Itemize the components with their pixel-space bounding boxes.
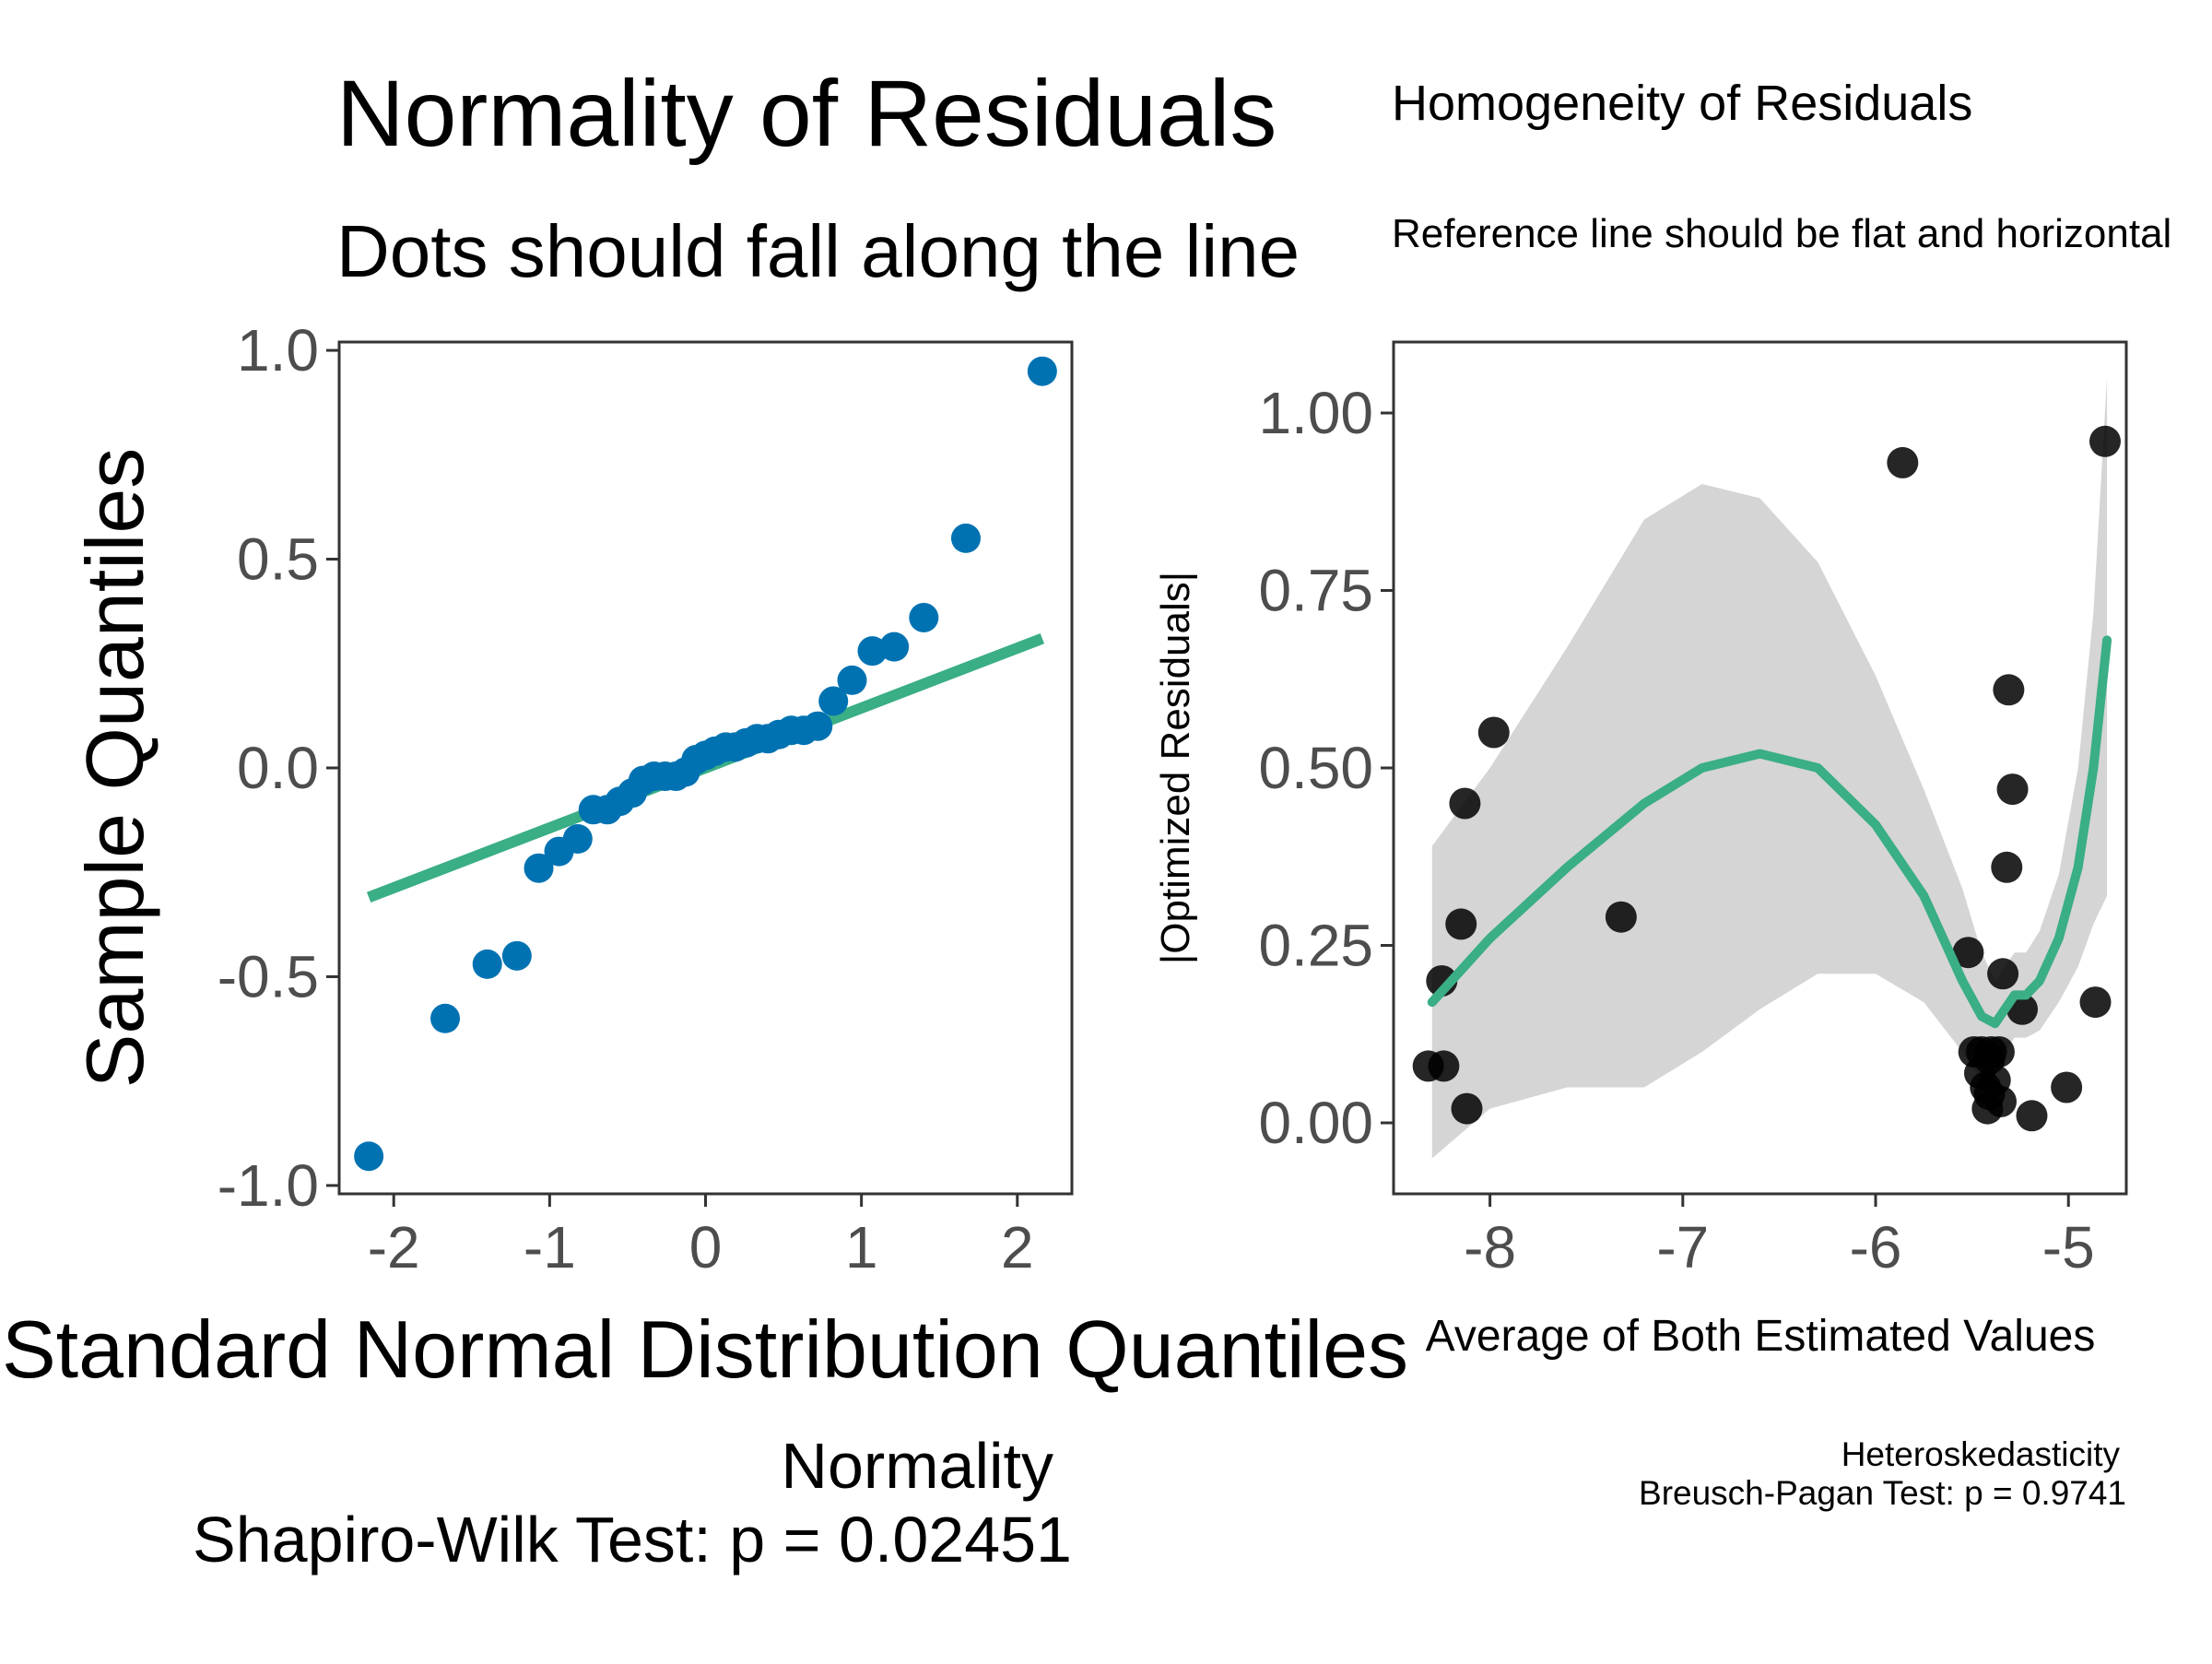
scale-location-point [1987,958,2019,990]
homogeneity-x-axis-label: Average of Both Estimated Values [1426,1312,2096,1361]
normality-y-axis-label: Sample Quantiles [69,448,160,1089]
homogeneity-panel: Homogeneity of Residuals Reference line … [1153,76,2171,1512]
qq-x-tick-label: -1 [524,1214,576,1280]
scale-location-point [1428,1050,1460,1082]
qq-marks [354,356,1057,1172]
normality-title: Normality of Residuals [336,61,1277,166]
homogeneity-title: Homogeneity of Residuals [1392,76,1972,131]
homogeneity-subtitle: Reference line should be flat and horizo… [1392,211,2171,256]
scale-location-point [1985,1085,2018,1117]
sl-y-tick-label: 0.25 [1258,913,1373,979]
qq-y-tick-label: 1.0 [237,317,319,384]
confidence-band [1431,377,2108,1159]
qq-point [909,602,939,632]
homogeneity-y-axis-label: |Optimized Residuals| [1153,572,1198,964]
qq-y-tick-label: -1.0 [218,1152,319,1219]
qq-point [1027,356,1057,386]
scale-location-point [1952,937,1984,969]
scale-location-point [1605,901,1637,933]
scale-location-point [1991,851,2023,883]
normality-panel: Normality of Residuals Dots should fall … [2,61,1408,1575]
scale-location-point [2088,425,2121,457]
qq-y-tick-label: 0.5 [237,526,319,593]
smooth-line [1427,635,2112,1029]
scale-location-point [1451,1092,1483,1125]
qq-x-tick-label: -2 [368,1214,420,1280]
sl-x-tick-label: -8 [1464,1214,1516,1280]
scale-location-point [1887,446,1919,478]
normality-caption-test: Shapiro-Wilk Test: p = 0.02451 [193,1504,1072,1575]
qq-x-tick-label: 0 [689,1214,723,1280]
normality-caption-title: Normality [781,1430,1053,1502]
sl-y-tick-label: 0.50 [1258,735,1373,801]
qq-point [501,940,532,971]
scale-location-point [1477,716,1510,749]
qq-y-tick-label: -0.5 [218,943,319,1009]
scale-location-point [1996,773,2029,806]
homogeneity-caption-test: Breusch-Pagan Test: p = 0.9741 [1639,1474,2126,1512]
scale-location-y-axis: 0.00 0.25 0.50 0.75 1.00 [1258,380,1394,1156]
sl-x-tick-label: -7 [1656,1214,1709,1280]
normality-x-axis-label: Standard Normal Distribution Quantiles [2,1304,1408,1395]
scale-location-point [2016,1100,2048,1132]
qq-point [818,686,849,716]
scale-location-point [1449,787,1481,820]
qq-x-axis: -2 -1 0 1 2 [368,1194,1034,1280]
qq-point [803,711,833,741]
sl-x-tick-label: -6 [1850,1214,1902,1280]
qq-point [857,636,888,667]
qq-point [562,824,593,854]
qq-x-tick-label: 1 [845,1214,878,1280]
scale-location-point [2051,1071,2083,1103]
sl-y-tick-label: 1.00 [1258,380,1373,446]
qq-point [430,1003,461,1033]
normality-subtitle: Dots should fall along the line [336,210,1300,292]
scale-location-point [1445,908,1477,940]
scale-location-x-axis: -8 -7 -6 -5 [1464,1194,2095,1280]
qq-point [837,665,867,695]
sl-y-tick-label: 0.00 [1258,1090,1373,1156]
sl-x-tick-label: -5 [2042,1214,2095,1280]
scale-location-point [1983,1036,2015,1068]
scale-location-point [2079,986,2112,1019]
qq-point [524,853,554,883]
qq-y-tick-label: 0.0 [237,735,319,801]
sl-y-tick-label: 0.75 [1258,558,1373,624]
qq-point [472,949,502,979]
scale-location-marks [1412,377,2121,1159]
qq-point [879,631,910,662]
qq-point [354,1141,384,1172]
qq-point [950,523,981,553]
scale-location-point [1993,674,2025,706]
qq-y-axis: -1.0 -0.5 0.0 0.5 1.0 [218,317,339,1219]
homogeneity-caption-title: Heteroskedasticity [1841,1435,2121,1473]
scale-location-plot-area: -8 -7 -6 -5 0.00 0.25 0.50 0.75 1.00 [1258,340,2128,1280]
qq-x-tick-label: 2 [1001,1214,1034,1280]
qq-plot-area: -2 -1 0 1 2 -1.0 -0.5 0.0 0.5 1.0 [218,317,1074,1280]
